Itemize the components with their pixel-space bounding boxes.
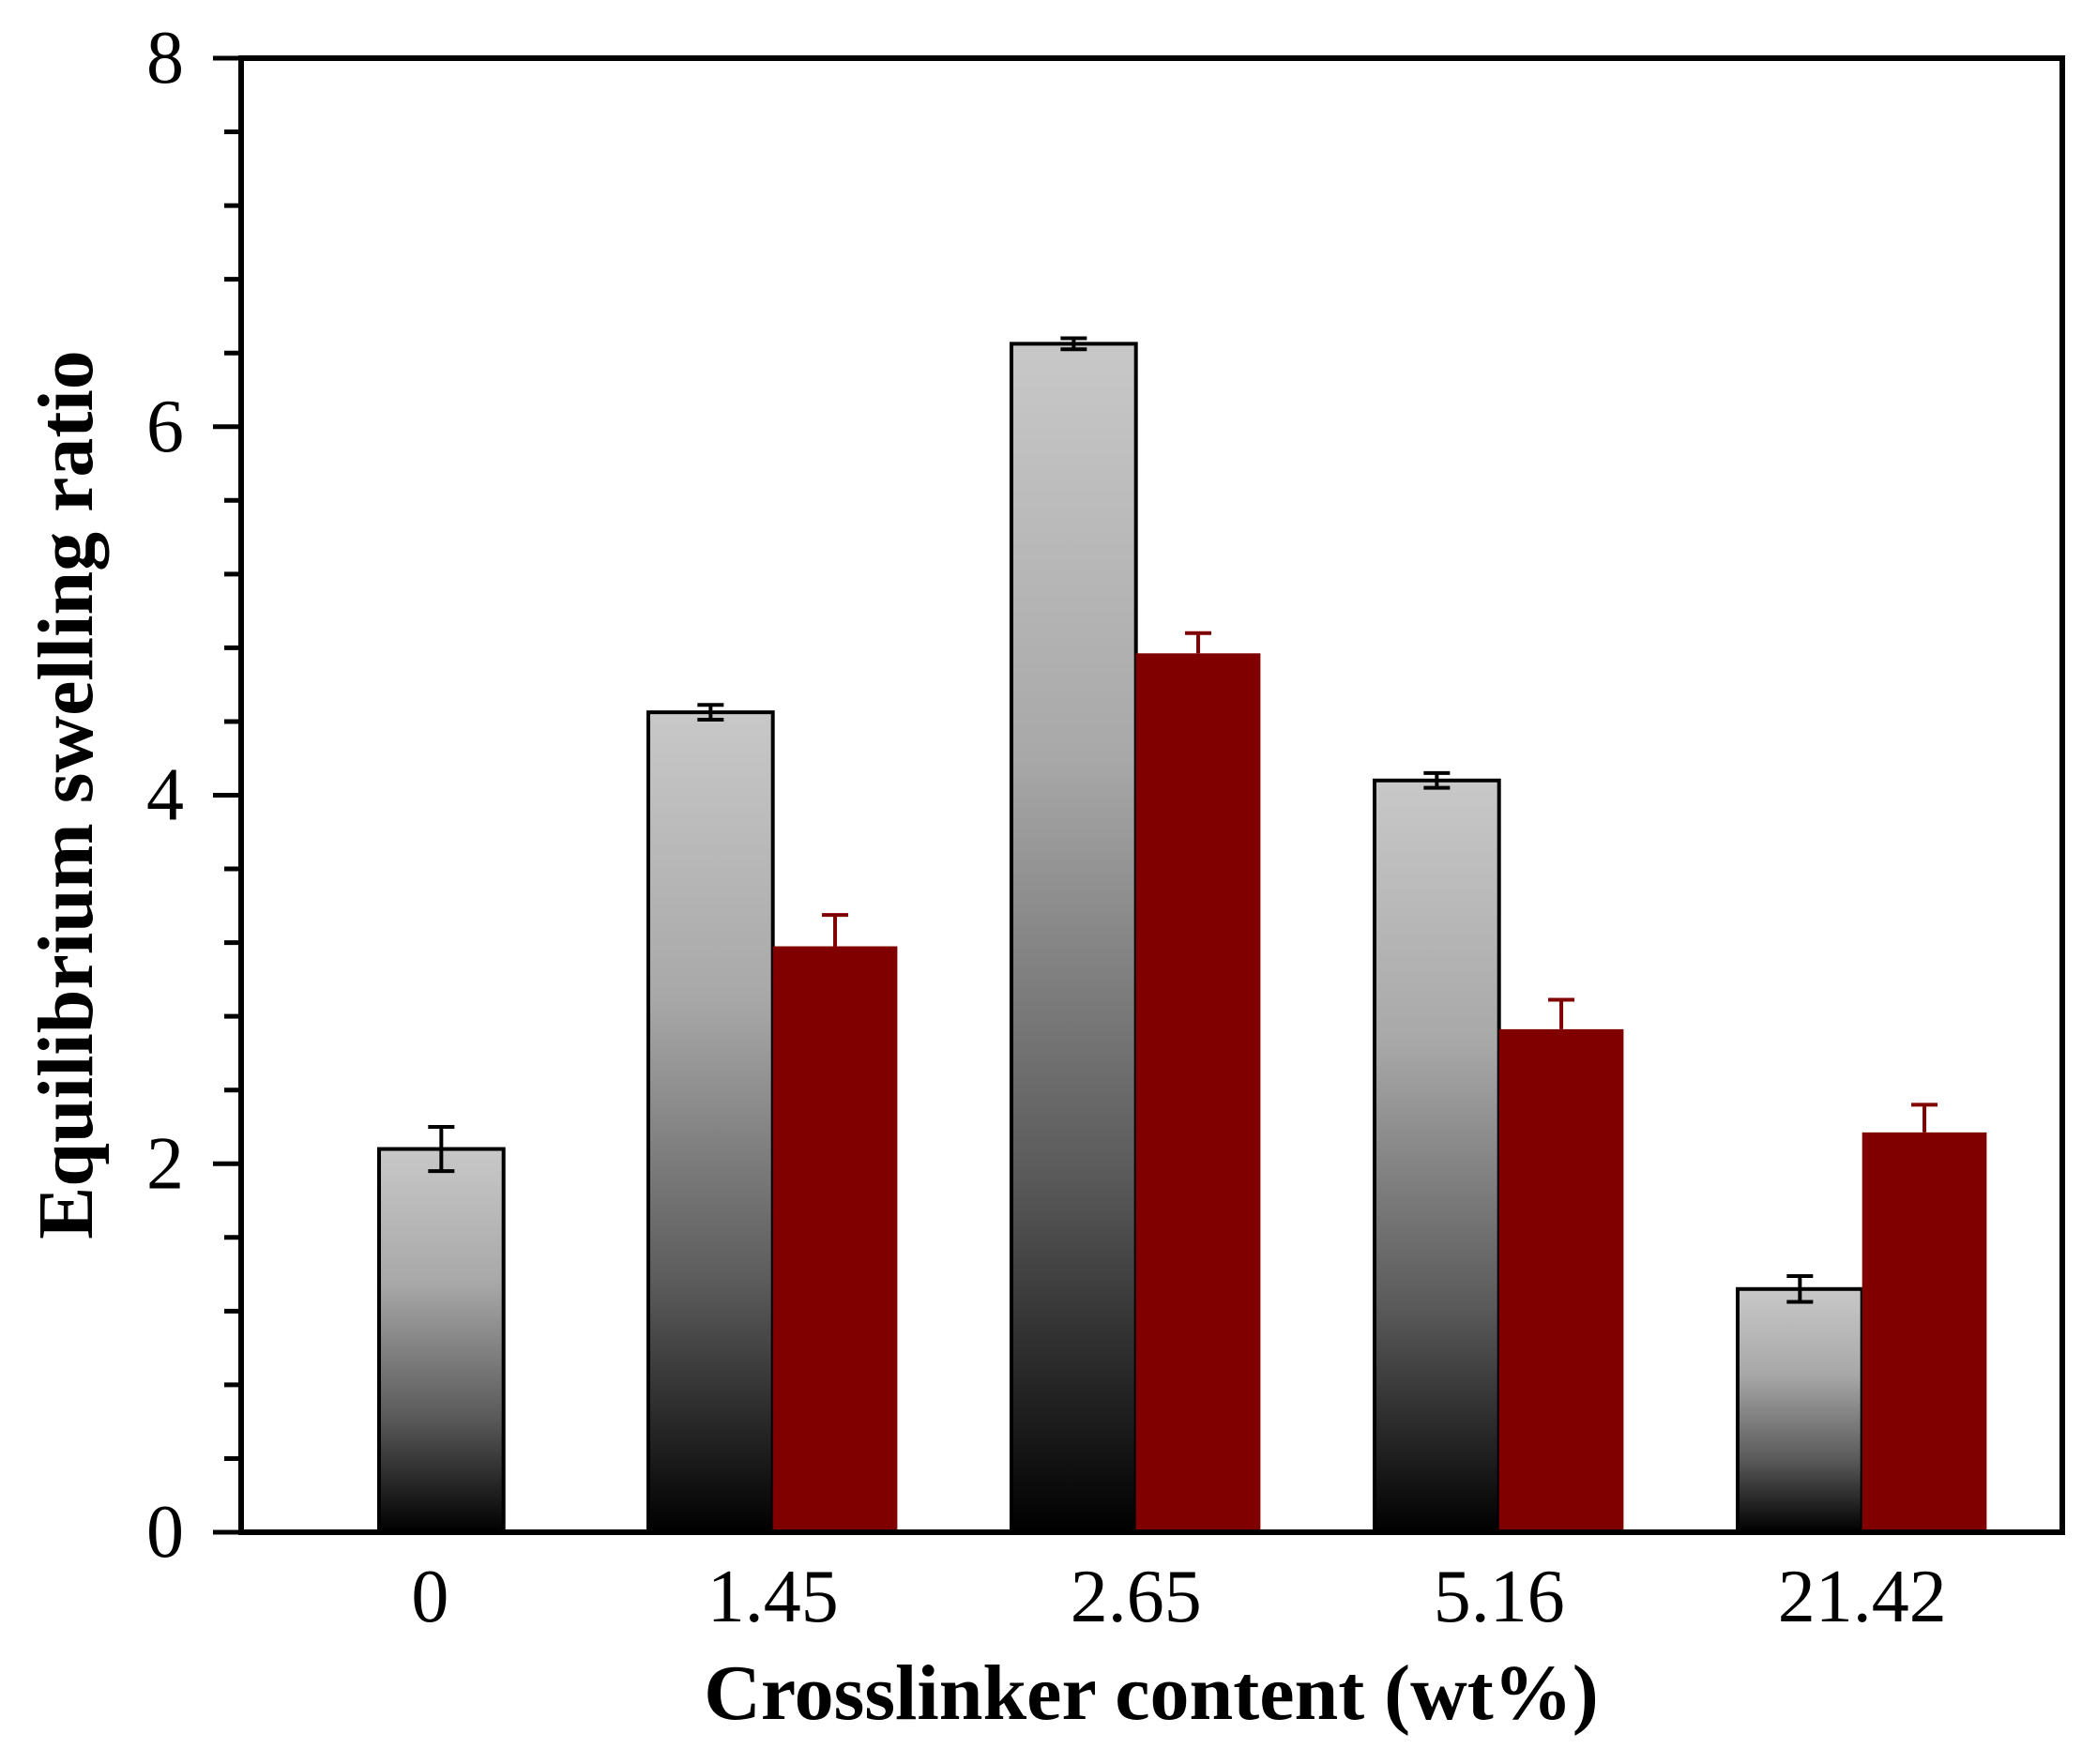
- y-tick-label-8: 8: [146, 17, 184, 99]
- y-axis-title: Equilibrium swelling ratio: [23, 350, 110, 1239]
- bar-series2-5.16: [1498, 1028, 1624, 1532]
- x-tick-label-21.42: 21.42: [1778, 1556, 1947, 1638]
- bar-series2-21.42: [1862, 1132, 1987, 1532]
- y-tick-label-0: 0: [146, 1491, 184, 1574]
- tick-labels-layer: 0 1.45 2.65 5.16 21.42 0 2 4 6 8: [146, 17, 1947, 1638]
- bar-series1-1.45: [646, 710, 775, 1534]
- error-bars-layer: [428, 336, 1938, 1304]
- bar-series2-2.65: [1135, 653, 1261, 1532]
- bars-layer: [377, 342, 1987, 1535]
- bar-series2-1.45: [772, 946, 898, 1532]
- x-axis-title: Crosslinker content (wt%): [704, 1650, 1599, 1737]
- y-tick-label-6: 6: [146, 386, 184, 468]
- x-tick-label-0: 0: [411, 1556, 448, 1638]
- x-tick-label-1.45: 1.45: [707, 1556, 839, 1638]
- bar-series1-2.65: [1010, 342, 1138, 1535]
- y-tick-label-4: 4: [146, 754, 184, 837]
- bar-series1-0: [377, 1147, 506, 1535]
- x-tick-label-2.65: 2.65: [1071, 1556, 1202, 1638]
- bar-series1-21.42: [1736, 1286, 1864, 1535]
- y-tick-label-2: 2: [146, 1122, 184, 1205]
- ticks-layer: [213, 55, 241, 1535]
- bar-series1-5.16: [1373, 778, 1501, 1534]
- x-tick-label-5.16: 5.16: [1434, 1556, 1565, 1638]
